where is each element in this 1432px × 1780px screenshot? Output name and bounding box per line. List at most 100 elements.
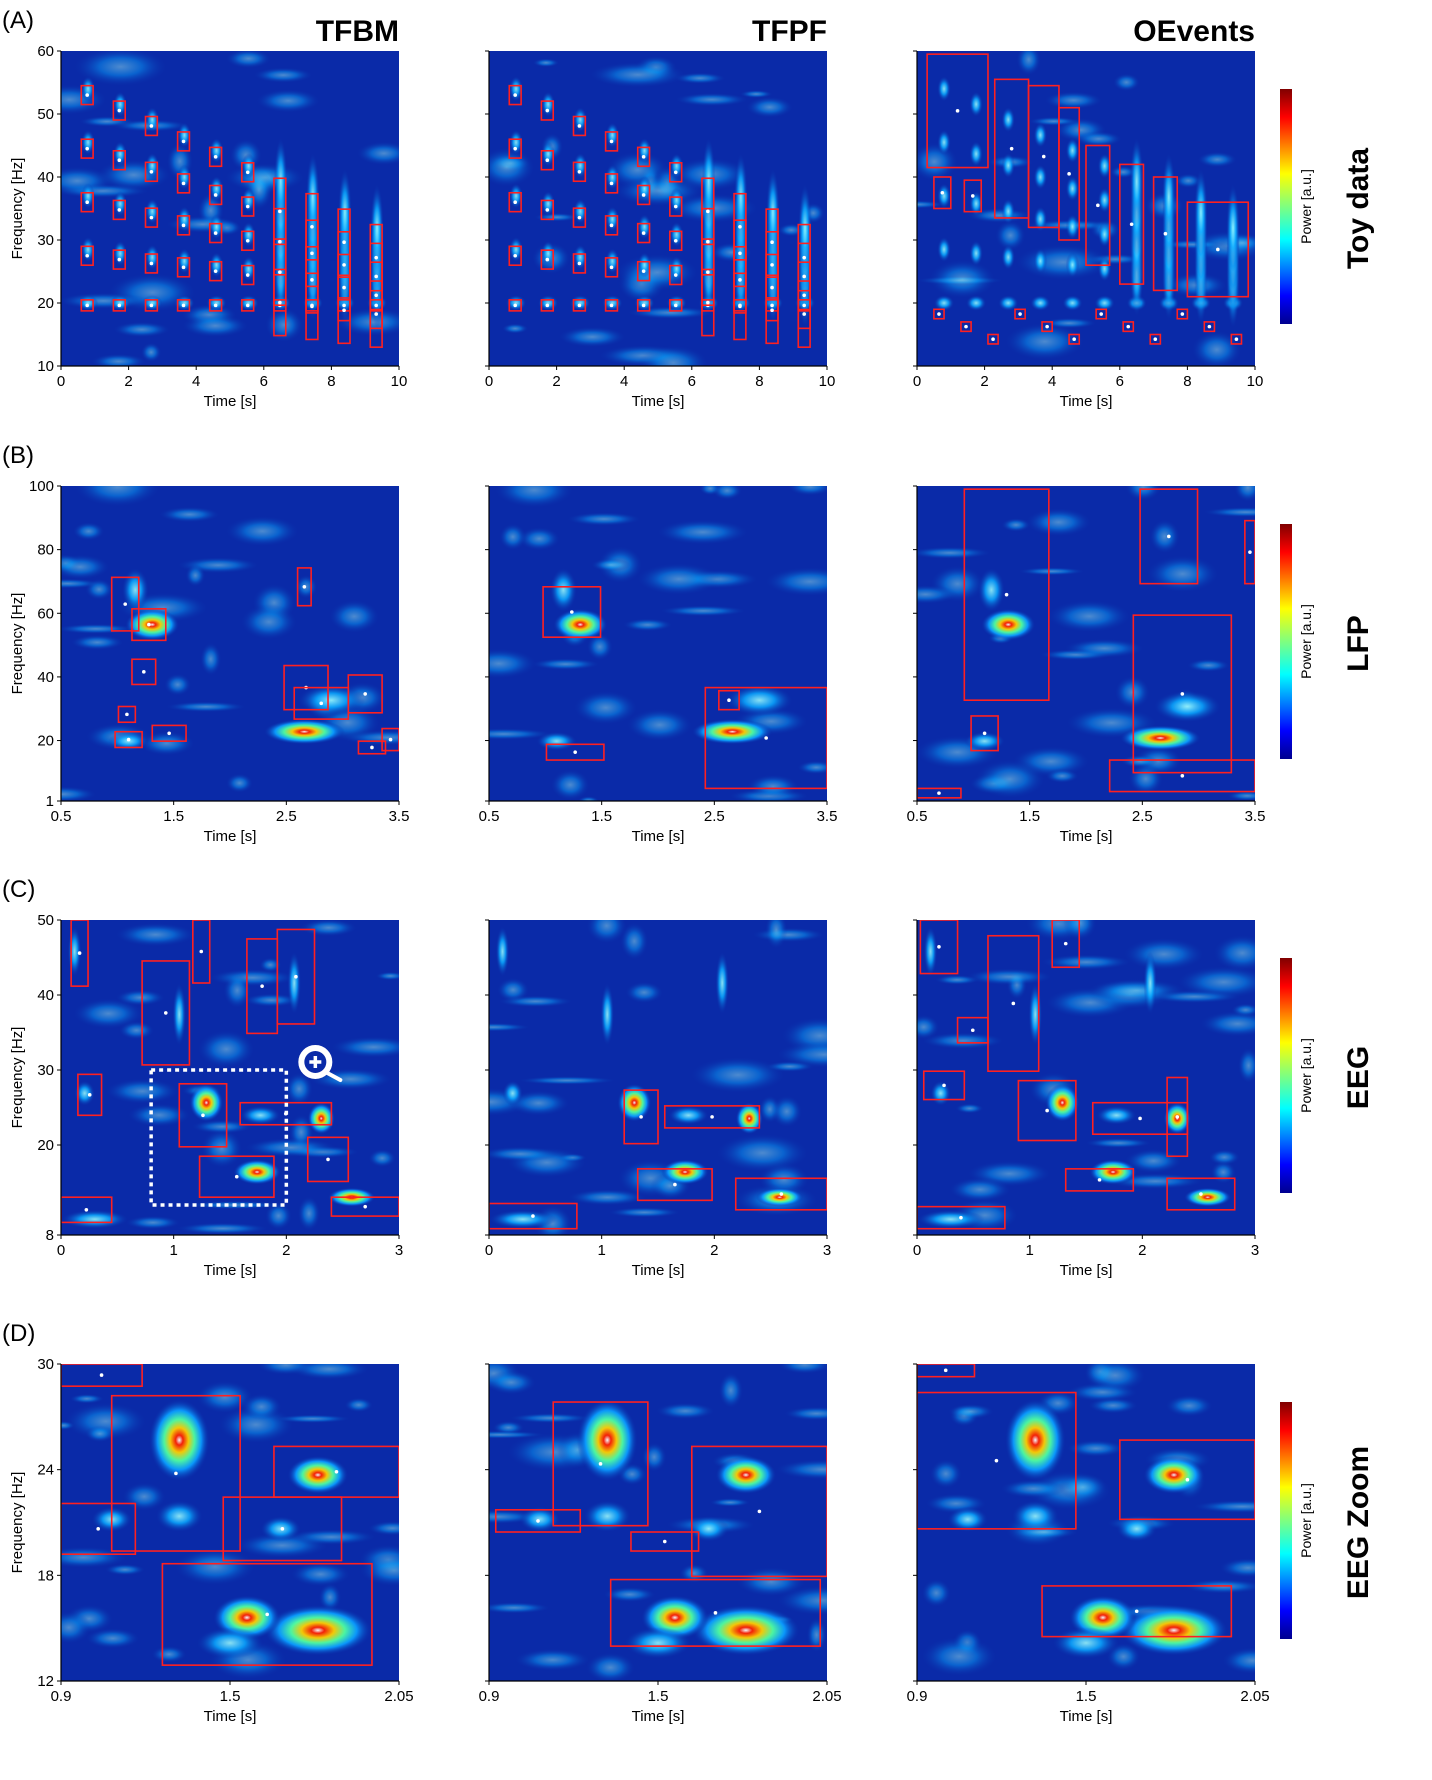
event-peak-marker: [545, 208, 550, 212]
detection-box: [208, 222, 223, 244]
power-texture: [1025, 507, 1092, 537]
event-peak-marker: [278, 209, 282, 214]
power-hotspot: [1116, 1516, 1157, 1542]
event-peak-marker: [536, 1519, 540, 1523]
power-hotspot: [964, 731, 1005, 751]
power-texture: [489, 1146, 560, 1162]
detection-box: [733, 192, 747, 261]
power-hotspot: [287, 951, 301, 1015]
power-texture: [368, 1149, 396, 1168]
power-texture: [200, 642, 222, 676]
spectrogram-C-OEvents: 0 1 2 3 Time [s]: [913, 919, 1259, 1279]
power-texture: [1128, 762, 1164, 795]
event-peak-marker: [181, 303, 186, 308]
x-tick-label: 1.5: [163, 808, 184, 825]
power-texture: [253, 67, 314, 83]
power-texture: [1087, 978, 1187, 1002]
detection-box: [663, 1105, 761, 1129]
x-tick-label: 0: [913, 373, 921, 390]
detection-box: [636, 1168, 713, 1202]
detection-box: [765, 208, 779, 277]
event-peak-marker: [1180, 774, 1185, 778]
event-peak-marker: [201, 1113, 205, 1118]
power-texture: [947, 1403, 995, 1420]
power-hotspot: [715, 1455, 777, 1494]
detection-box: [112, 199, 127, 221]
event-peak-marker: [1097, 1178, 1102, 1182]
power-texture: [1197, 151, 1238, 168]
y-tick-label: 80: [37, 542, 54, 559]
x-tick-label: 10: [391, 373, 408, 390]
detection-box: [176, 215, 191, 236]
power-texture: [114, 922, 197, 947]
y-tick-label: 8: [46, 1227, 54, 1244]
event-peak-marker: [1216, 247, 1220, 252]
power-hotspot: [1052, 1627, 1120, 1659]
power-hotspot: [583, 1500, 631, 1533]
event-peak-marker: [1199, 1192, 1203, 1196]
power-hotspot: [489, 1209, 557, 1229]
colorbar: Power [a.u.]: [1280, 958, 1314, 1193]
x-tick-label: 2.05: [812, 1688, 841, 1705]
event-peak-marker: [779, 1192, 784, 1196]
x-axis-label: Time [s]: [1060, 1708, 1113, 1725]
power-texture: [751, 927, 826, 943]
detection-box: [917, 1364, 976, 1378]
detection-box: [604, 173, 619, 194]
power-hotspot: [148, 1398, 210, 1482]
event-peak-marker: [1180, 312, 1185, 316]
power-hotspot: [937, 129, 951, 155]
event-peak-marker: [757, 1509, 762, 1514]
x-tick-label: 0.5: [907, 808, 928, 825]
power-texture: [115, 989, 166, 1006]
power-texture: [1146, 555, 1220, 593]
power-texture: [185, 564, 206, 587]
detection-box: [669, 162, 683, 183]
power-hotspot: [1001, 244, 1016, 270]
power-texture: [158, 506, 221, 523]
row-label: EEG: [1342, 1046, 1375, 1109]
detection-box: [273, 177, 287, 246]
event-peak-marker: [319, 701, 324, 706]
event-peak-marker: [342, 308, 346, 313]
event-peak-marker: [577, 170, 582, 174]
event-peak-marker: [149, 215, 154, 220]
power-texture: [290, 1562, 351, 1587]
power-hotspot: [553, 608, 608, 641]
power-hotspot: [917, 1209, 985, 1229]
event-peak-marker: [84, 1208, 89, 1212]
power-hotspot: [549, 567, 577, 612]
detection-box: [151, 724, 187, 742]
power-texture: [1045, 769, 1079, 783]
detection-box: [669, 196, 683, 217]
x-tick-label: 3: [823, 1242, 831, 1259]
event-peak-marker: [174, 1471, 178, 1476]
power-texture: [288, 1364, 370, 1380]
detection-box: [241, 196, 255, 217]
x-tick-label: 1: [169, 1242, 177, 1259]
y-tick-label: 50: [37, 106, 54, 123]
x-tick-label: 0: [485, 1242, 493, 1259]
power-texture: [974, 759, 1046, 799]
detection-box: [669, 230, 683, 252]
detection-box: [1152, 176, 1179, 292]
event-peak-marker: [147, 622, 151, 627]
event-peak-marker: [641, 193, 646, 197]
power-hotspot: [624, 1627, 692, 1659]
event-peak-marker: [959, 1215, 963, 1220]
power-texture: [764, 920, 788, 949]
detection-box: [572, 161, 587, 183]
x-tick-label: 1.5: [220, 1688, 241, 1705]
detection-box: [208, 299, 223, 312]
event-peak-marker: [245, 273, 250, 277]
power-texture: [318, 1582, 342, 1612]
detection-box: [112, 149, 127, 171]
event-peak-marker: [513, 146, 517, 151]
x-axis-label: Time [s]: [204, 1262, 257, 1279]
detection-box: [112, 249, 127, 270]
power-hotspot: [263, 719, 345, 745]
power-texture: [613, 175, 705, 207]
x-tick-label: 6: [688, 373, 696, 390]
power-hotspot: [923, 926, 938, 977]
detection-box: [161, 1562, 373, 1666]
